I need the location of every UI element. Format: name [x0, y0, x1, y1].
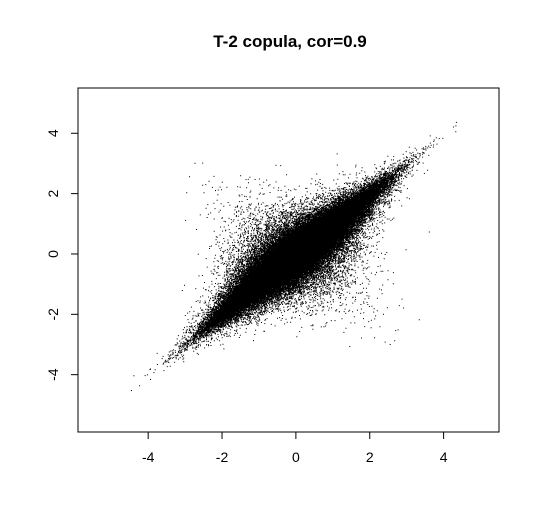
y-axis: -4 -2 0 2 4 — [45, 129, 78, 381]
y-tick-label: 2 — [45, 190, 61, 198]
y-tick-label: 0 — [45, 250, 61, 258]
y-tick-label: -2 — [45, 308, 61, 321]
x-tick-label: -2 — [216, 449, 229, 465]
x-tick-label: -4 — [142, 449, 155, 465]
scatter-points — [131, 121, 457, 392]
scatter-point-cloud — [131, 121, 457, 392]
y-tick-label: -4 — [45, 368, 61, 381]
x-tick-label: 4 — [440, 449, 448, 465]
y-tick-label: 4 — [45, 129, 61, 137]
x-tick-label: 0 — [292, 449, 300, 465]
x-tick-label: 2 — [366, 449, 374, 465]
chart-title: T-2 copula, cor=0.9 — [213, 32, 367, 51]
x-axis: -4 -2 0 2 4 — [142, 432, 448, 465]
plot-frame — [77, 87, 500, 433]
